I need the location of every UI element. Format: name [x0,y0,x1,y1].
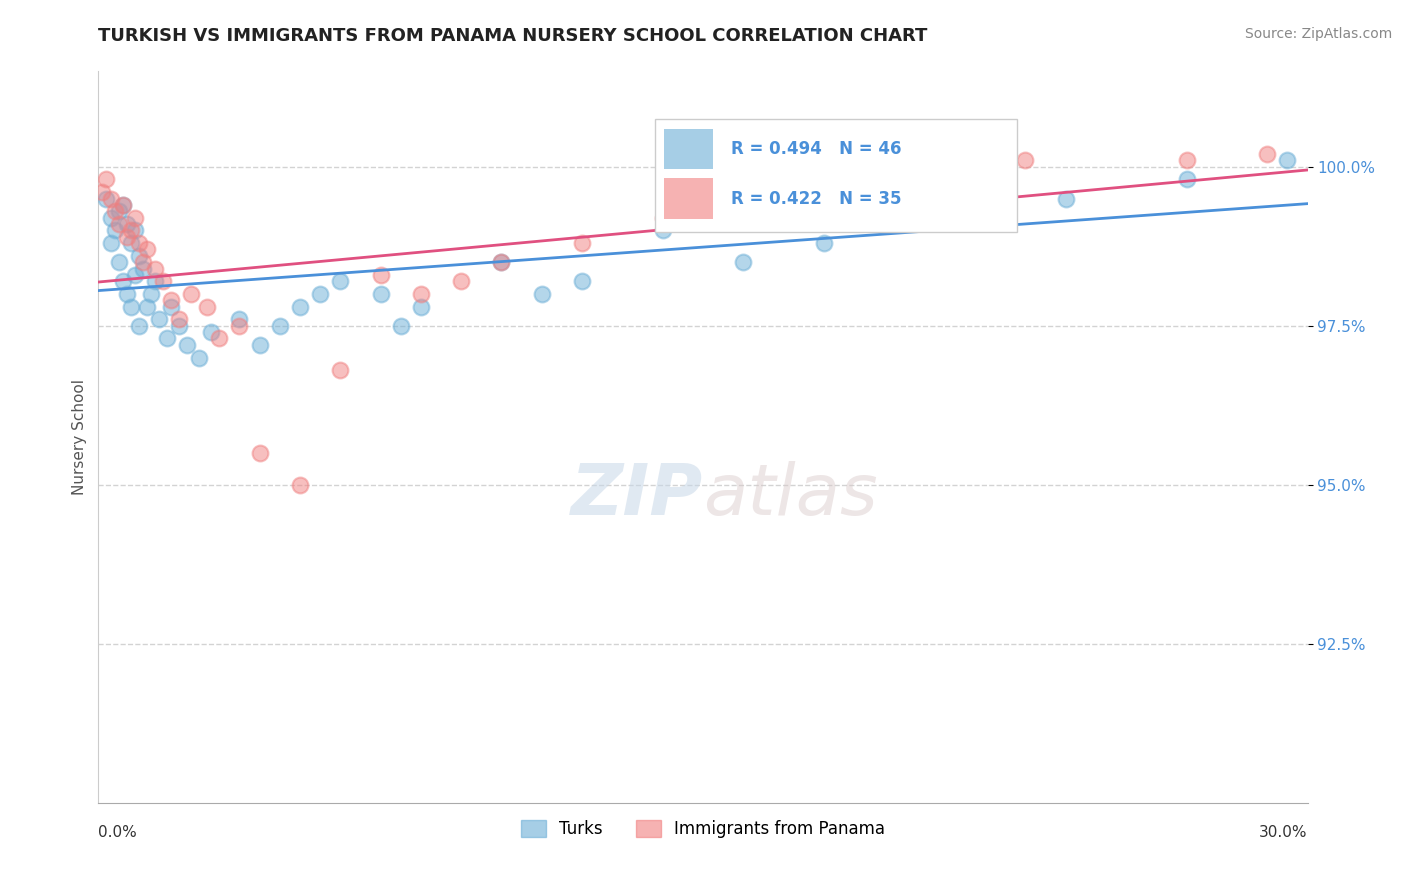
Point [124,268,146,282]
Point [107,204,129,219]
Point [651,223,673,237]
Text: 0.0%: 0.0% [98,825,138,839]
Text: ZIP: ZIP [571,461,703,530]
Point [934,160,956,174]
Point [813,236,835,251]
Legend: Turks, Immigrants from Panama: Turks, Immigrants from Panama [520,820,886,838]
Point [152,274,174,288]
Point [160,293,183,308]
Text: atlas: atlas [703,461,877,530]
Point [228,318,250,333]
Point [893,211,915,225]
Point [100,192,122,206]
Point [132,261,155,276]
Point [530,287,553,301]
Point [167,312,190,326]
Point [288,477,311,491]
Point [329,274,352,288]
Point [772,192,794,206]
Point [249,338,271,352]
Point [651,211,673,225]
Point [115,287,138,301]
Point [139,287,162,301]
Point [167,318,190,333]
Point [124,211,146,225]
Point [132,255,155,269]
Point [370,268,392,282]
Text: TURKISH VS IMMIGRANTS FROM PANAMA NURSERY SCHOOL CORRELATION CHART: TURKISH VS IMMIGRANTS FROM PANAMA NURSER… [98,27,928,45]
Point [491,255,513,269]
Point [249,446,271,460]
Point [103,223,125,237]
Point [180,287,202,301]
Point [135,243,157,257]
Point [1256,147,1278,161]
Point [120,300,142,314]
Point [188,351,211,365]
Point [128,249,150,263]
Point [111,198,134,212]
Point [389,318,412,333]
Point [571,274,593,288]
Point [160,300,183,314]
FancyBboxPatch shape [655,119,1018,232]
Point [107,217,129,231]
Point [91,185,114,199]
Point [1014,153,1036,168]
Point [115,229,138,244]
Point [120,236,142,251]
Point [288,300,311,314]
Text: R = 0.494   N = 46: R = 0.494 N = 46 [731,140,901,158]
Point [1277,153,1299,168]
Y-axis label: Nursery School: Nursery School [72,379,87,495]
Point [96,192,118,206]
Point [111,274,134,288]
Point [124,223,146,237]
Point [111,198,134,212]
Point [450,274,472,288]
Point [1175,172,1198,186]
Point [103,204,125,219]
Point [409,300,432,314]
Point [409,287,432,301]
Point [100,236,122,251]
Point [128,318,150,333]
Point [491,255,513,269]
Point [853,172,876,186]
Point [370,287,392,301]
Point [135,300,157,314]
Point [96,172,118,186]
Point [571,236,593,251]
Point [309,287,332,301]
FancyBboxPatch shape [664,178,713,219]
Point [208,331,231,345]
Point [148,312,170,326]
Point [733,255,755,269]
Point [143,261,166,276]
FancyBboxPatch shape [664,128,713,169]
Point [195,300,218,314]
Point [143,274,166,288]
Point [156,331,179,345]
Point [107,255,129,269]
Point [120,223,142,237]
Point [176,338,198,352]
Point [200,325,222,339]
Point [329,363,352,377]
Point [228,312,250,326]
Point [115,217,138,231]
Point [128,236,150,251]
Point [100,211,122,225]
Point [1054,192,1077,206]
Text: Source: ZipAtlas.com: Source: ZipAtlas.com [1244,27,1392,41]
Point [1175,153,1198,168]
Point [269,318,291,333]
Text: R = 0.422   N = 35: R = 0.422 N = 35 [731,190,901,208]
Text: 30.0%: 30.0% [1260,825,1308,839]
